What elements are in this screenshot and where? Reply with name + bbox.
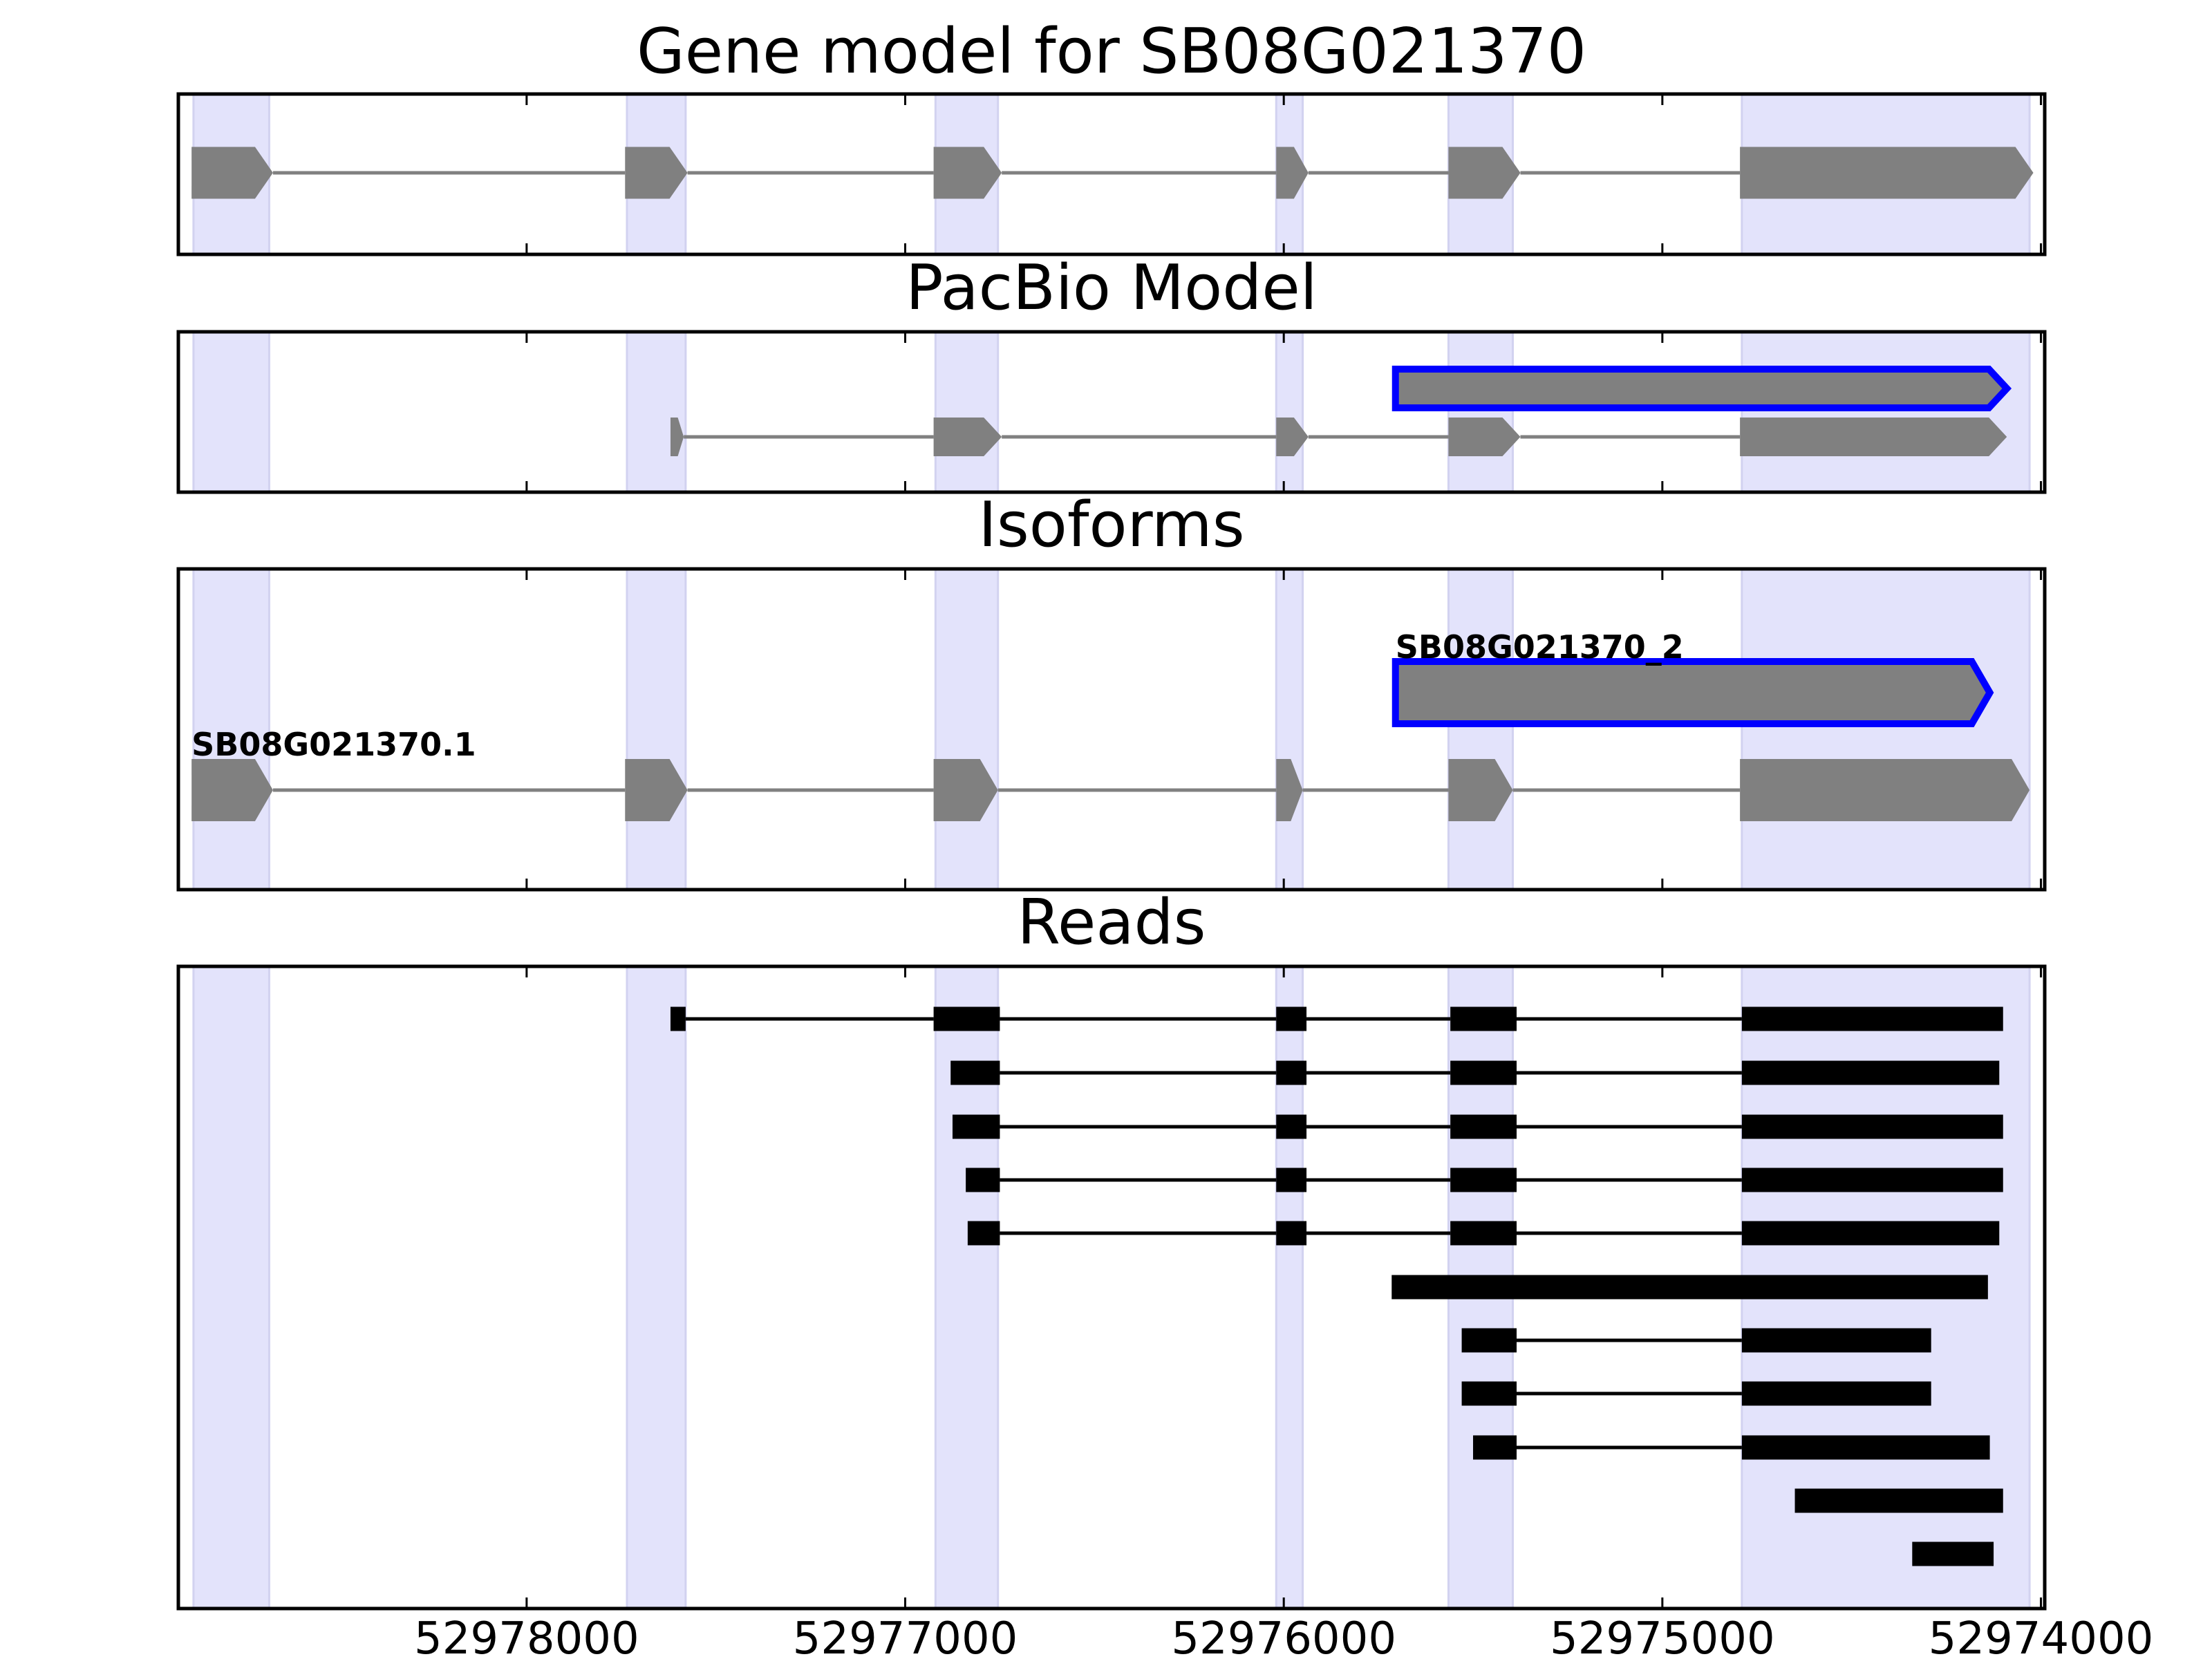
x-tick-label: 52976000	[1171, 1613, 1396, 1659]
exon-block	[1276, 147, 1309, 199]
transcript-track: SB08G021370.1	[191, 726, 2030, 821]
read-block	[950, 1060, 1000, 1085]
exon-block	[1448, 147, 1521, 199]
read-track	[1461, 1328, 1931, 1353]
panel-title: PacBio Model	[906, 252, 1318, 324]
exon-block	[933, 418, 1002, 456]
exon-shading	[1275, 330, 1304, 494]
read-block	[1461, 1328, 1517, 1353]
exon-block	[1448, 418, 1521, 456]
exon-block	[625, 759, 688, 821]
read-track	[966, 1168, 2003, 1192]
axes-frame	[176, 964, 2047, 1611]
read-block	[933, 1006, 1000, 1031]
transcript-track	[191, 147, 2034, 199]
read-block	[1741, 1221, 2000, 1246]
read-block	[1741, 1381, 1931, 1406]
read-block	[952, 1114, 1000, 1139]
highlighted-exon	[1391, 366, 2012, 411]
read-block	[1741, 1435, 1990, 1460]
x-tick-label: 52977000	[793, 1613, 1018, 1659]
exon-shading	[1447, 330, 1515, 494]
read-block	[1741, 1060, 2000, 1085]
panel-title: Gene model for SB08G021370	[637, 15, 1586, 88]
panel-title: Isoforms	[978, 489, 1244, 561]
read-block	[1450, 1221, 1517, 1246]
read-track	[670, 1006, 2003, 1031]
transcript-track: SB08G021370_2	[1391, 628, 1994, 727]
exon-block	[933, 147, 1002, 199]
read-block	[1276, 1006, 1307, 1031]
read-block	[670, 1006, 686, 1031]
panel-gene-model: Gene model for SB08G021370	[176, 15, 2047, 256]
read-block	[1450, 1114, 1517, 1139]
read-track	[1391, 1275, 1988, 1300]
read-block	[1741, 1114, 2003, 1139]
exon-block	[1276, 759, 1303, 821]
x-tick-label: 52975000	[1550, 1613, 1775, 1659]
panel-reads: Reads 52978000 52977000 52976000 52975000 529…	[176, 886, 2154, 1659]
panel-isoforms: Isoforms SB08G021370_2 SB08G021370.1	[176, 489, 2047, 892]
read-block	[1794, 1488, 2003, 1513]
exon-shading	[934, 330, 1000, 494]
exon-shading	[626, 330, 687, 494]
panel-pacbio-model: PacBio Model	[176, 252, 2047, 494]
read-block	[1741, 1168, 2003, 1192]
exon-shading	[1447, 568, 1515, 891]
exon-shading	[1275, 568, 1304, 891]
read-track	[1912, 1541, 1994, 1566]
exon-block	[191, 759, 273, 821]
read-block	[1461, 1381, 1517, 1406]
read-block	[1276, 1168, 1307, 1192]
read-block	[1473, 1435, 1517, 1460]
axes-frame	[176, 567, 2047, 892]
exon-block	[1448, 759, 1513, 821]
exon-block	[933, 759, 998, 821]
transcript-track	[1391, 366, 2012, 411]
exon-shading	[192, 965, 270, 1610]
transcript-track	[670, 418, 2007, 456]
isoform-label: SB08G021370.1	[191, 726, 476, 763]
axes-frame	[176, 92, 2047, 256]
exon-shading	[1741, 330, 2031, 494]
axes-frame	[176, 330, 2047, 494]
exon-block	[1276, 418, 1309, 456]
read-block	[1391, 1275, 1988, 1300]
read-block	[966, 1168, 1000, 1192]
exon-shading	[934, 568, 1000, 891]
exon-block	[191, 147, 273, 199]
read-block	[1450, 1060, 1517, 1085]
read-track	[1473, 1435, 1990, 1460]
x-tick-label: 52978000	[414, 1613, 639, 1659]
read-block	[1276, 1060, 1307, 1085]
exon-block	[670, 418, 684, 456]
read-track	[950, 1060, 2000, 1085]
x-tick-label: 52974000	[1929, 1613, 2154, 1659]
highlighted-exon	[1391, 658, 1994, 727]
read-block	[1276, 1221, 1307, 1246]
exon-shading	[626, 965, 687, 1610]
read-block	[1450, 1006, 1517, 1031]
read-track	[1794, 1488, 2003, 1513]
panel-title: Reads	[1017, 886, 1206, 959]
read-block	[967, 1221, 1000, 1246]
isoform-label: SB08G021370_2	[1396, 628, 1684, 666]
read-block	[1276, 1114, 1307, 1139]
exon-shading	[626, 568, 687, 891]
exon-shading	[1741, 568, 2031, 891]
read-block	[1741, 1006, 2003, 1031]
read-track	[967, 1221, 2000, 1246]
exon-block	[1740, 759, 2030, 821]
exon-shading	[192, 330, 270, 494]
read-block	[1450, 1168, 1517, 1192]
read-block	[1741, 1328, 1931, 1353]
read-block	[1912, 1541, 1994, 1566]
exon-block	[625, 147, 688, 199]
exon-block	[1740, 147, 2034, 199]
read-track	[952, 1114, 2003, 1139]
exon-block	[1740, 418, 2007, 456]
read-track	[1461, 1381, 1931, 1406]
